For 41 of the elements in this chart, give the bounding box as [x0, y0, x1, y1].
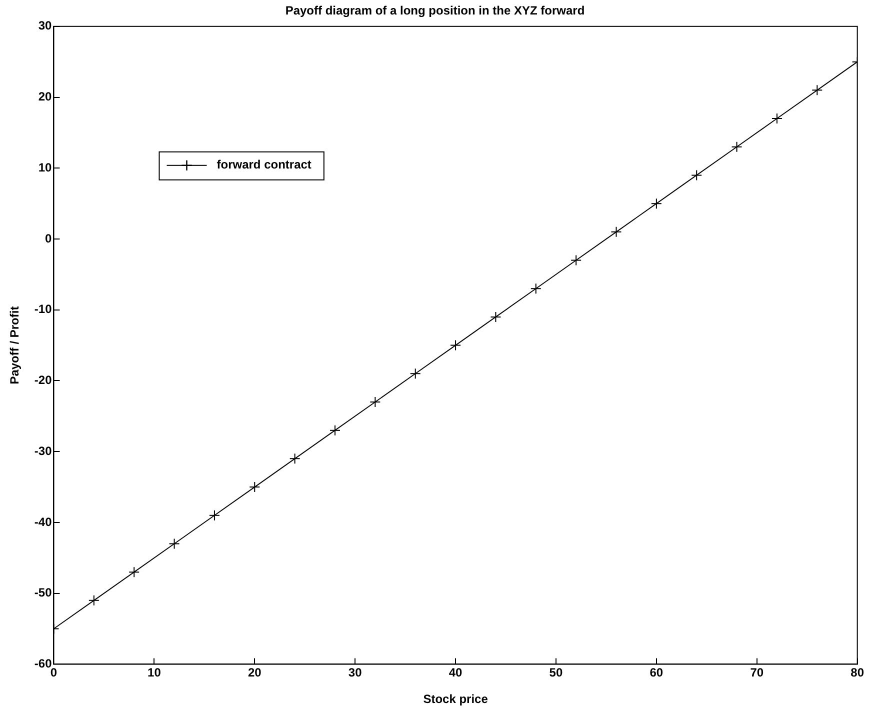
y-axis-title: Payoff / Profit: [8, 306, 22, 384]
point: [691, 170, 702, 181]
point: [530, 283, 542, 294]
point: [208, 510, 220, 521]
point: [771, 113, 782, 124]
chart-title: Payoff diagram of a long position in the XYZ forward: [285, 4, 585, 18]
y-tick-label: -20: [34, 373, 52, 388]
x-tick-label: 30: [348, 666, 362, 680]
y-tick-label: -40: [34, 514, 52, 529]
x-axis-title: Stock price: [423, 692, 488, 706]
y-tick-label: -10: [34, 302, 52, 316]
point: [650, 198, 662, 210]
point: [330, 424, 340, 436]
point: [289, 453, 300, 464]
y-tick-label: -60: [34, 656, 52, 671]
point: [168, 538, 180, 550]
point: [490, 311, 502, 322]
y-tick-label: -30: [34, 444, 52, 458]
y-tick-label: 20: [38, 90, 52, 104]
x-tick-label: 40: [448, 666, 463, 680]
point: [128, 566, 140, 578]
x-tick-label: 80: [850, 666, 864, 680]
point: [731, 141, 742, 152]
point: [249, 482, 260, 493]
point: [410, 368, 421, 380]
point: [812, 84, 823, 96]
point: [570, 254, 582, 266]
y-tick-label: 30: [38, 18, 52, 33]
point: [450, 340, 462, 351]
y-tick-label: 0: [45, 231, 52, 246]
x-tick-label: 50: [549, 666, 563, 680]
y-tick-label: -50: [34, 586, 52, 600]
x-tick-label: 10: [148, 666, 162, 680]
x-tick-label: 20: [248, 666, 262, 680]
point: [610, 226, 622, 238]
legend-label: forward contract: [216, 158, 312, 172]
point: [370, 396, 381, 408]
point: [88, 594, 100, 606]
x-tick-label: 60: [650, 666, 664, 680]
x-tick-label: 70: [750, 666, 764, 680]
y-tick-label: 10: [38, 160, 52, 174]
